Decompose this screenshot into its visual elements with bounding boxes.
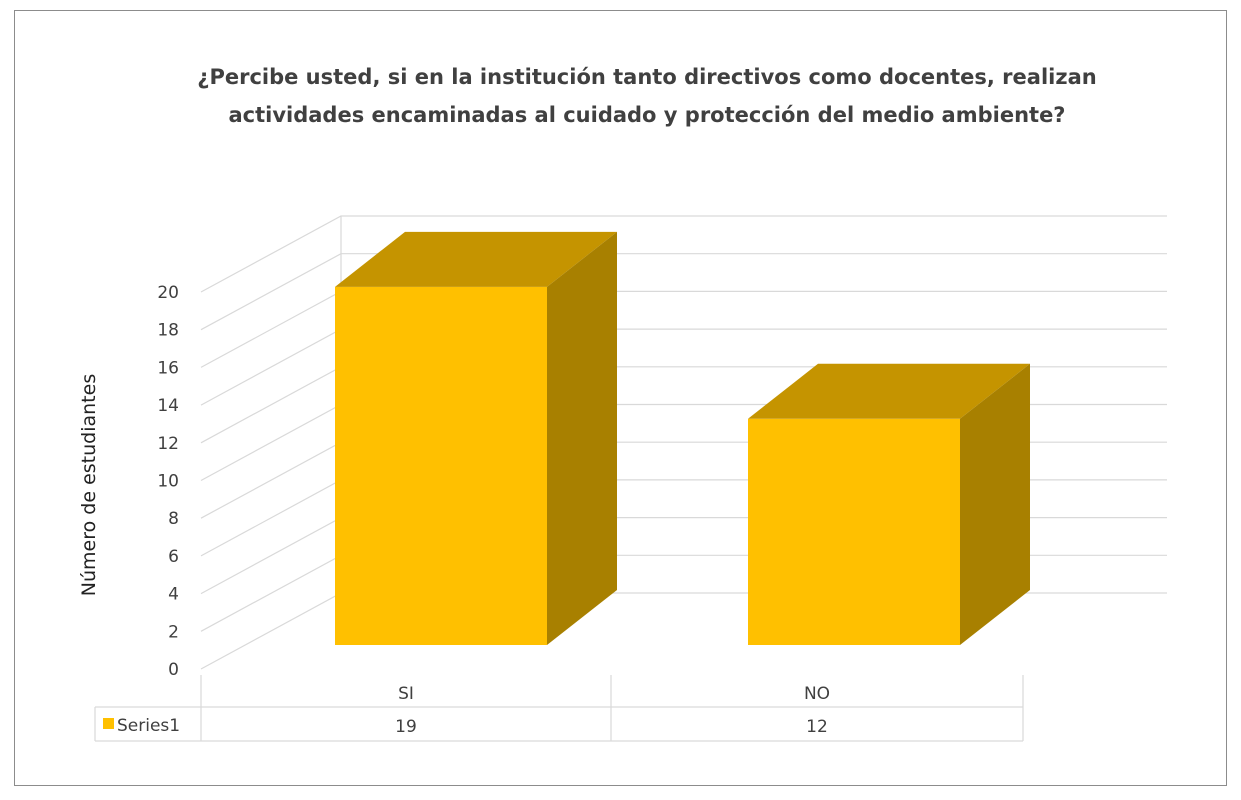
bar-top-face [748,363,1030,419]
y-tick-label: 10 [157,472,179,492]
data-label: 12 [806,717,828,737]
x-tick-label: SI [398,684,414,704]
bar [748,363,1030,645]
legend-label: Series1 [117,716,180,736]
y-tick-label: 2 [168,622,179,642]
legend-swatch [103,718,114,729]
bar [335,231,617,645]
bar-side-face [547,231,617,645]
bar-front-face [748,418,960,645]
y-tick-label: 16 [157,358,179,378]
y-tick-label: 20 [157,283,179,303]
y-tick-label: 6 [168,547,179,567]
y-tick-label: 12 [157,434,179,454]
bar-side-face [960,363,1030,645]
chart-title-line-1: ¿Percibe usted, si en la institución tan… [197,65,1096,89]
y-tick-label: 8 [168,509,179,529]
y-tick-label: 18 [157,321,179,341]
x-tick-label: NO [804,684,830,704]
y-tick-label: 4 [168,585,179,605]
y-axis-label: Número de estudiantes [78,374,100,596]
bar-front-face [335,286,547,645]
y-tick-label: 0 [168,660,179,680]
data-label: 19 [395,717,417,737]
bar-top-face [335,231,617,287]
chart-frame: ¿Percibe usted, si en la institución tan… [14,10,1227,786]
chart-title-line-2: actividades encaminadas al cuidado y pro… [228,103,1065,127]
bar-chart: ¿Percibe usted, si en la institución tan… [78,65,1167,742]
y-tick-label: 14 [157,396,179,416]
